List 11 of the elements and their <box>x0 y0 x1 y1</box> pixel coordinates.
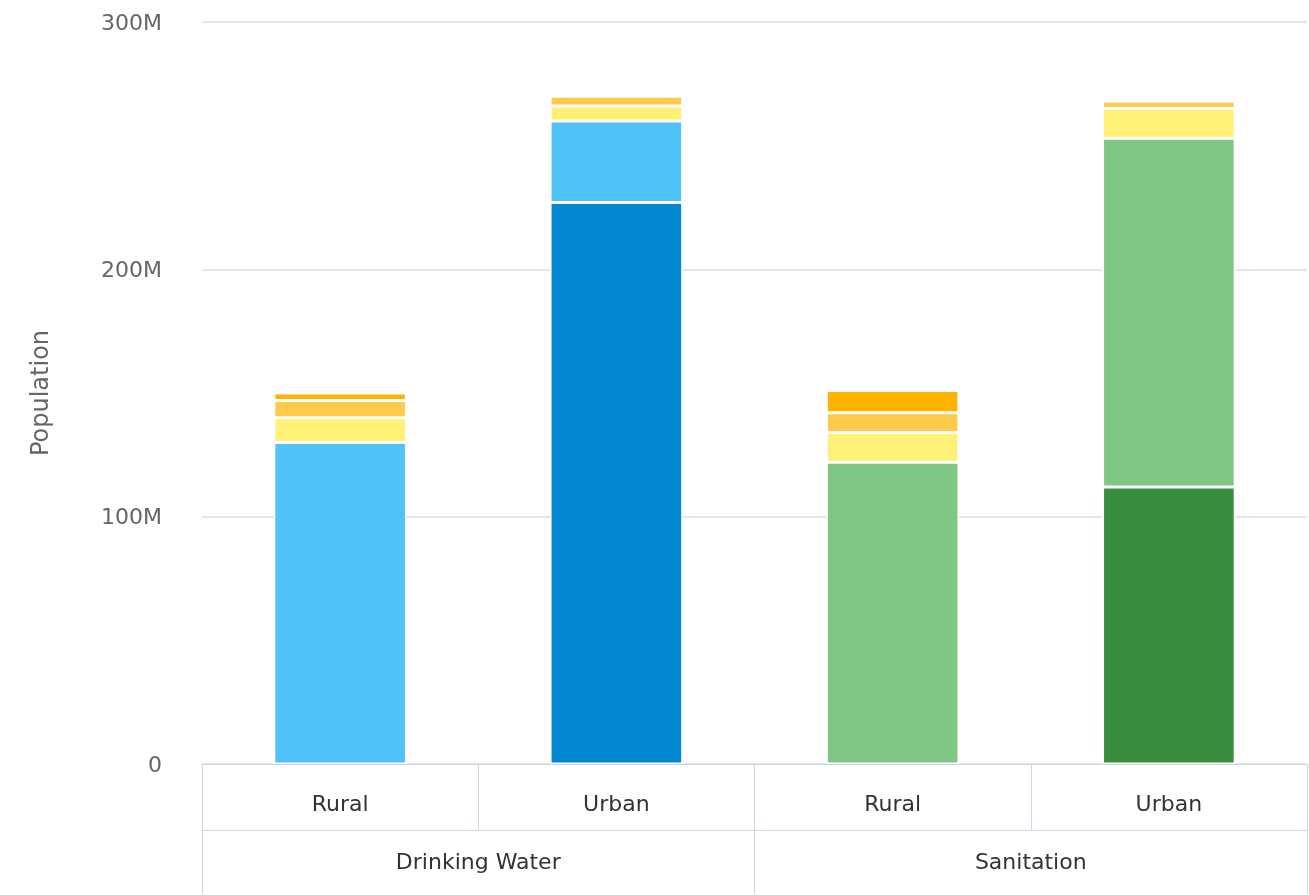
y-tick-label: 0 <box>148 751 162 777</box>
text: Drinking Water <box>395 848 562 874</box>
x-tick-label: Rural <box>864 790 922 816</box>
x-tick-label: Rural <box>311 790 369 816</box>
y-axis-title: Population <box>26 329 54 457</box>
x-tick-label: Urban <box>583 790 650 816</box>
text: Sanitation <box>974 848 1087 874</box>
y-tick-label: 200M <box>101 256 162 282</box>
x-tick-label: Urban <box>1135 790 1203 816</box>
y-tick-label: 300M <box>101 9 162 35</box>
y-tick-label: 100M <box>101 504 162 530</box>
